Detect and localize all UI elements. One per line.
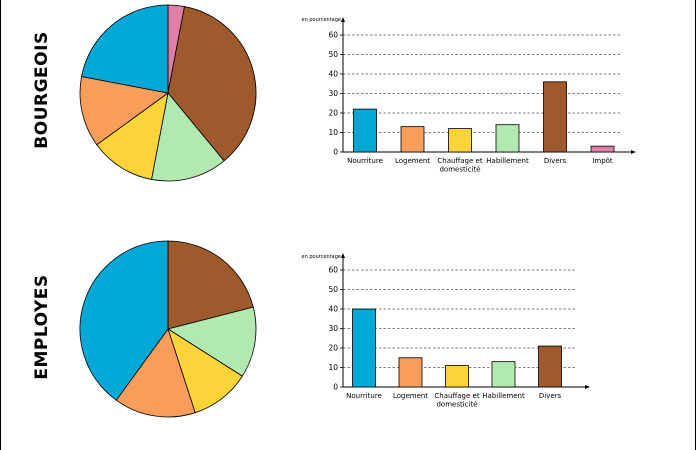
bar-1-ytick-label-60: 60	[328, 266, 338, 275]
bar-1-category-label-divers: Divers	[539, 392, 562, 400]
pie-1-slice-divers	[167, 240, 254, 330]
pie-0-slice-nourriture	[81, 4, 169, 94]
bar-1-ytick-label-0: 0	[333, 383, 338, 392]
bar-1-category-label-habillement: Habillement	[482, 392, 525, 400]
bar-0-ytick-label-10: 10	[328, 128, 338, 137]
bar-0-bar-logement	[400, 126, 425, 153]
bar-1-y-axis-arrow	[341, 253, 345, 258]
bar-0-ytick-label-0: 0	[333, 148, 338, 157]
bar-0-category-label-chauffage: Chauffage et	[437, 157, 482, 165]
bar-0-unit-label: en pourcentage	[302, 17, 341, 23]
bar-1-ytick-label-50: 50	[328, 285, 338, 294]
bar-0-category-label-divers: Divers	[544, 157, 567, 165]
bar-0-ytick-label-50: 50	[328, 50, 338, 59]
bar-1-unit-label: en pourcentage	[302, 254, 341, 260]
bar-0-category-label-logement: Logement	[395, 157, 430, 165]
bar-1-category-label-logement: Logement	[393, 392, 428, 400]
bar-0-x-axis-arrow	[631, 150, 636, 154]
pie-0-slice-habillement	[151, 92, 225, 182]
bar-0-category-label-habillement: Habillement	[486, 157, 529, 165]
bar-0-bar-nourriture	[353, 108, 377, 153]
bar-0-bar-chauffage	[448, 128, 472, 153]
bar-1-bar-nourriture	[352, 308, 376, 388]
bar-1-bar-divers	[538, 345, 562, 388]
bar-1-category-label-nourriture: Nourriture	[346, 392, 382, 400]
bar-1-bar-habillement	[491, 361, 516, 388]
bar-1-bar-chauffage	[445, 365, 469, 388]
bar-0-ytick-label-30: 30	[328, 89, 338, 98]
pie-1-slice-nourriture	[79, 240, 169, 401]
bar-0-bar-habillement	[495, 124, 520, 153]
bar-1-bar-logement	[398, 357, 423, 388]
bar-0-category-label-chauffage: domesticité	[439, 166, 480, 174]
bar-0-ytick-label-20: 20	[328, 109, 338, 118]
bar-0-bar-divers	[543, 81, 567, 153]
bar-1-ytick-label-40: 40	[328, 305, 338, 314]
bar-1-ytick-label-30: 30	[328, 324, 338, 333]
pie-1-slice-logement	[115, 328, 196, 418]
bar-0-bar-impot	[590, 145, 615, 153]
bar-1-ytick-label-10: 10	[328, 363, 338, 372]
bar-0-category-label-impot: Impôt	[592, 157, 613, 165]
bar-1-category-label-chauffage: domesticité	[436, 401, 477, 409]
pie-0-slice-divers	[167, 6, 257, 162]
bar-0-y-axis-arrow	[341, 17, 345, 22]
bar-0-category-label-nourriture: Nourriture	[347, 157, 383, 165]
bar-1-category-label-chauffage: Chauffage et	[434, 392, 479, 400]
pie-0-slice-chauffage	[96, 92, 169, 180]
bar-1-x-axis-arrow	[585, 385, 590, 389]
frame-left-border	[0, 0, 1, 450]
pie-0-slice-logement	[79, 76, 169, 146]
bar-1-ytick-label-20: 20	[328, 344, 338, 353]
bar-0-ytick-label-40: 40	[328, 70, 338, 79]
bar-0-ytick-label-60: 60	[328, 31, 338, 40]
pie-1-slice-habillement	[167, 306, 257, 377]
